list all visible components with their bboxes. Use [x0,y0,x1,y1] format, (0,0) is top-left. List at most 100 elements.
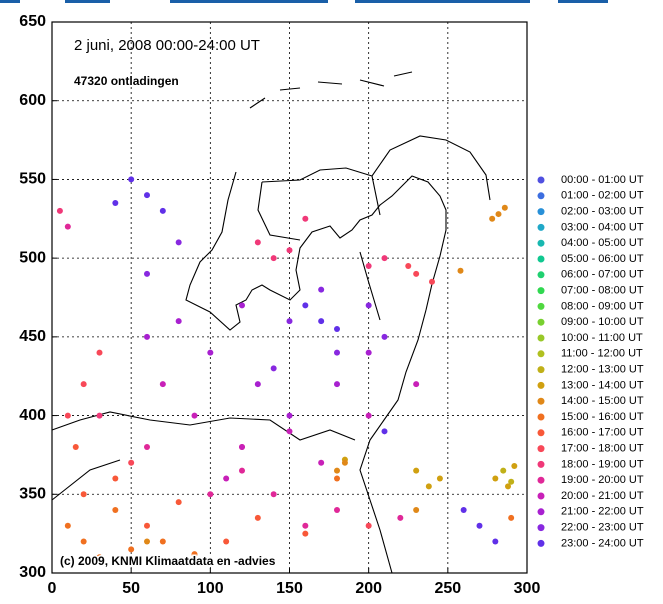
point [492,475,499,482]
x-tick-label: 150 [276,580,303,597]
border [257,135,491,574]
point [318,459,325,466]
y-tick-label: 300 [19,564,46,581]
point [144,333,150,340]
legend-marker [537,302,545,310]
point [334,349,340,356]
legend-label: 17:00 - 18:00 UT [561,443,644,455]
point [476,522,483,529]
legend-marker [537,492,545,500]
point [413,467,420,474]
point [286,318,293,325]
chart-title: 2 juni, 2008 00:00-24:00 UT [74,37,260,54]
legend-marker [537,397,545,405]
point [239,467,245,474]
legend-label: 21:00 - 22:00 UT [561,506,644,518]
legend-marker [537,429,545,437]
point [223,475,230,482]
point [254,381,261,388]
point [64,412,71,419]
nav-tab [170,0,328,3]
point [80,381,87,388]
legend-label: 22:00 - 23:00 UT [561,522,644,534]
point [286,412,293,419]
coastline [249,71,413,109]
legend-marker [537,287,545,295]
point [318,318,325,325]
point [128,546,135,553]
point [302,530,309,537]
subtitle: 47320 ontladingen [74,74,179,88]
point [425,483,432,490]
point [64,522,71,529]
legend-label: 02:00 - 03:00 UT [561,206,644,218]
legend-marker [537,476,545,484]
legend-label: 13:00 - 14:00 UT [561,379,644,391]
legend-label: 00:00 - 01:00 UT [561,174,644,186]
point [112,200,119,207]
point [302,215,309,222]
legend-label: 16:00 - 17:00 UT [561,427,644,439]
legend-marker [537,208,545,216]
y-tick-label: 400 [19,407,46,424]
point [405,263,412,270]
point [413,381,420,388]
point [286,247,293,254]
point [334,381,340,388]
legend-marker [537,271,545,279]
legend-marker [537,508,545,516]
legend-marker [537,255,545,263]
point [175,318,182,325]
point [80,491,87,498]
point [436,475,443,482]
legend-label: 19:00 - 20:00 UT [561,474,644,486]
legend-label: 01:00 - 02:00 UT [561,190,644,202]
point [175,239,182,246]
point [254,239,261,246]
nav-tab [355,0,530,3]
point [413,507,420,514]
legend-marker [537,524,545,532]
legend-marker [537,223,545,231]
legend-marker [537,539,545,547]
legend-marker [537,176,545,184]
legend-label: 11:00 - 12:00 UT [561,348,643,360]
point [270,491,277,498]
point [96,554,103,561]
point [191,551,198,558]
legend-label: 04:00 - 05:00 UT [561,237,644,249]
point [334,507,340,514]
x-tick-label: 300 [514,580,541,597]
point [239,302,245,309]
point [144,522,150,529]
y-tick-label: 650 [19,13,46,30]
point [334,325,340,332]
point [365,263,372,270]
nav-tabs [0,0,608,3]
legend-marker [537,350,545,358]
point [144,192,150,199]
nav-tab [0,0,20,3]
point [286,428,293,435]
point [144,270,150,277]
point [341,459,348,466]
legend-label: 20:00 - 21:00 UT [561,490,644,502]
point [501,204,508,211]
legend-marker [537,445,545,453]
point [239,444,245,451]
legend-label: 12:00 - 13:00 UT [561,364,644,376]
legend-label: 07:00 - 08:00 UT [561,285,644,297]
point [270,255,277,262]
point [397,514,404,521]
point [64,223,71,230]
legend-marker [537,413,545,421]
point [365,302,372,309]
legend-label: 05:00 - 06:00 UT [561,253,644,265]
point [72,444,79,451]
legend-marker [537,381,545,389]
point [429,278,435,285]
point [159,207,166,214]
point [511,462,518,469]
point [508,514,515,521]
point [112,475,119,482]
